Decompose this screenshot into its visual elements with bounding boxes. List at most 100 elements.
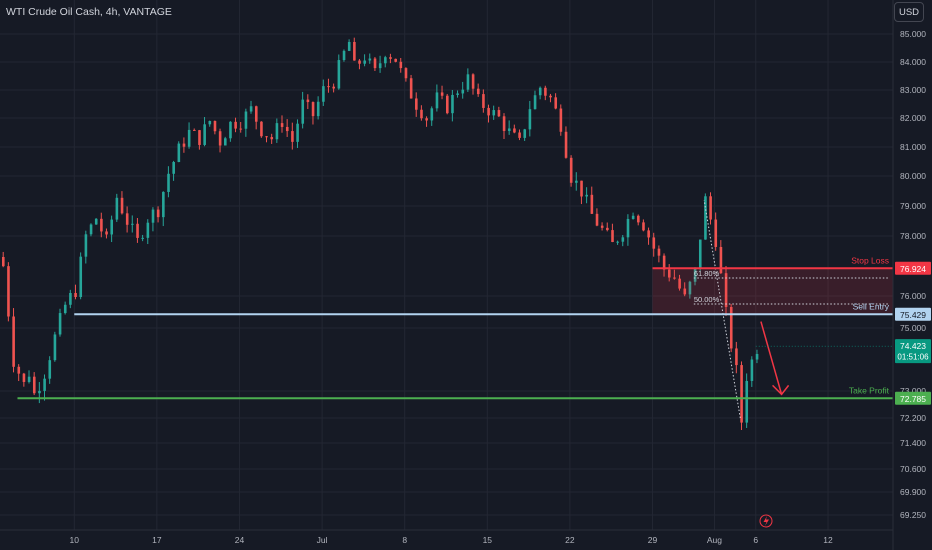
candle-body <box>79 256 83 297</box>
level-price-tag <box>895 307 931 321</box>
candle-body <box>213 120 217 132</box>
candle-body <box>363 60 366 64</box>
candle-body <box>678 278 681 289</box>
candle-body <box>136 223 139 238</box>
price-tick-label: 80.000 <box>900 171 926 181</box>
candle-body <box>409 78 413 99</box>
candle-body <box>218 131 222 146</box>
candle-body <box>487 107 490 116</box>
candle-body <box>698 239 702 268</box>
candle-body <box>394 58 397 62</box>
candle-body <box>58 313 62 335</box>
time-tick-label: 22 <box>565 535 575 545</box>
price-tick-label: 72.200 <box>900 413 926 423</box>
candle-body <box>642 222 645 231</box>
candle-body <box>668 269 671 278</box>
candle-body <box>265 136 268 138</box>
candle-body <box>456 93 459 95</box>
time-axis[interactable]: 10 17 24 Jul 8 15 22 29 Aug 6 12 <box>0 529 893 545</box>
candle-body <box>368 58 372 61</box>
time-tick-label: 29 <box>648 535 658 545</box>
candle-body <box>554 97 558 109</box>
candle-body <box>167 173 170 192</box>
level-price-tag <box>895 391 931 405</box>
candle-body <box>254 106 258 122</box>
candle-body <box>704 196 707 240</box>
candle-body <box>337 60 341 89</box>
candle-body <box>2 257 5 267</box>
price-tick-label: 75.000 <box>900 323 926 333</box>
candle-body <box>745 380 749 423</box>
candle-body <box>322 86 325 102</box>
bar-countdown-label: 01:51:06 <box>897 353 929 362</box>
candle-body <box>435 92 439 109</box>
candle-body <box>600 225 604 228</box>
candle-body <box>662 255 666 270</box>
candle-body <box>729 306 733 349</box>
currency-button[interactable]: USD <box>894 2 924 22</box>
lightning-icon[interactable] <box>759 514 773 528</box>
candle-body <box>533 95 537 110</box>
candle-body <box>224 138 227 146</box>
candle-body <box>714 219 718 247</box>
candle-body <box>580 180 583 197</box>
candle-body <box>740 365 743 423</box>
candle-body <box>647 230 650 238</box>
candle-body <box>569 157 573 183</box>
price-tick-label: 71.400 <box>900 438 926 448</box>
candle-body <box>461 89 465 94</box>
candle-body <box>53 334 57 361</box>
level-price-tag <box>895 261 931 275</box>
candle-body <box>389 57 392 59</box>
candle-body <box>229 121 232 139</box>
candle-body <box>611 230 614 243</box>
candle-body <box>12 316 15 367</box>
candle-body <box>110 219 114 235</box>
candle-body <box>564 131 568 158</box>
price-tick-label: 79.000 <box>900 201 926 211</box>
price-tick-label: 73.000 <box>900 386 926 396</box>
candle-body <box>296 123 299 142</box>
candle-body <box>125 213 129 225</box>
candle-body <box>420 109 423 119</box>
candle-body <box>466 74 470 90</box>
candle-body <box>100 218 103 232</box>
candle-body <box>750 359 754 381</box>
time-tick-label: 12 <box>823 535 833 545</box>
candle-body <box>415 98 418 110</box>
candle-body <box>291 131 294 142</box>
candle-body <box>17 366 21 374</box>
candle-body <box>425 118 428 121</box>
candle-body <box>239 128 243 130</box>
candle-body <box>172 161 175 174</box>
candle-body <box>332 86 336 89</box>
price-tick-label: 83.000 <box>900 85 926 95</box>
price-axis[interactable]: 85.000 84.000 83.000 82.000 81.000 80.000 79.0… <box>755 0 932 550</box>
candle-body <box>595 213 599 226</box>
candle-body <box>404 68 408 79</box>
candle-body <box>120 197 124 214</box>
candle-body <box>94 218 98 225</box>
candle-body <box>575 180 578 183</box>
price-tick-label: 85.000 <box>900 29 926 39</box>
fib-label: 61.80% <box>694 269 720 278</box>
candle-body <box>105 231 108 235</box>
risk-zone <box>652 268 893 315</box>
candle-body <box>652 237 656 249</box>
trade-levels: 61.80% 50.00% Stop Loss Sell Entry Take Prof… <box>17 199 893 419</box>
candle-body <box>84 234 88 257</box>
candle-body <box>234 121 237 129</box>
candle-body <box>280 123 284 127</box>
candle-body <box>311 102 315 117</box>
price-tick-label: 81.000 <box>900 142 926 152</box>
candle-body <box>141 237 144 239</box>
candle-body <box>528 109 532 130</box>
time-tick-label: 15 <box>483 535 493 545</box>
arrow-head <box>772 384 790 396</box>
candle-body <box>7 266 10 317</box>
candle-body <box>476 88 480 95</box>
candle-body <box>507 128 511 131</box>
candle-body <box>244 111 248 129</box>
